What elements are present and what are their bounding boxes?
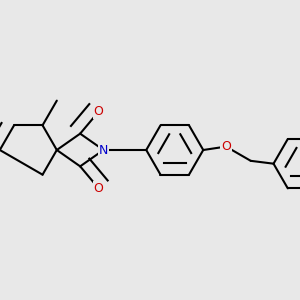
- Text: N: N: [99, 143, 108, 157]
- Text: O: O: [94, 182, 103, 195]
- Text: O: O: [94, 105, 103, 118]
- Text: O: O: [221, 140, 231, 153]
